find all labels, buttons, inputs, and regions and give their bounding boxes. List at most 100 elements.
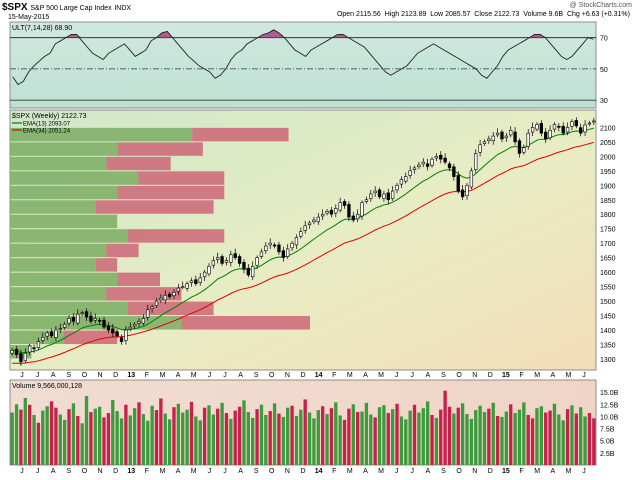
x-axis-label-bottom: N: [285, 468, 290, 475]
volume-bar: [84, 396, 89, 465]
candle-body: [334, 208, 338, 214]
volume-bar: [417, 412, 421, 465]
vbp-up-bar: [10, 200, 96, 214]
volume-bar: [172, 407, 176, 465]
candle-body: [495, 132, 500, 136]
candle-body: [176, 287, 181, 292]
candle-body: [500, 131, 504, 140]
volume-bar: [460, 403, 465, 465]
volume-bar: [150, 405, 154, 465]
volume-bar: [167, 419, 172, 465]
candle-body: [425, 163, 430, 167]
candle-body: [552, 124, 557, 130]
volume-bar: [583, 416, 587, 465]
volume-bar: [124, 404, 128, 465]
volume-bar: [251, 417, 255, 465]
volume-bar: [574, 413, 578, 465]
volume-bar: [561, 420, 565, 465]
candle-body: [583, 124, 587, 133]
x-axis-label-bottom: N: [98, 468, 103, 475]
ult-line: [12, 29, 594, 86]
volume-bar: [194, 416, 198, 465]
volume-bar: [312, 418, 316, 465]
candle-body: [469, 170, 474, 188]
volume-bar: [141, 414, 146, 465]
candle-body: [347, 204, 351, 218]
x-axis-label: O: [82, 372, 88, 379]
x-axis-label-bottom: D: [113, 468, 118, 475]
vbp-up-bar: [10, 127, 193, 142]
volume-bar: [220, 402, 224, 465]
x-axis-label: J: [20, 372, 24, 379]
high-value: 2123.89: [401, 11, 427, 18]
x-axis-label: M: [347, 372, 353, 379]
volume-bar: [587, 413, 592, 465]
candle-body: [106, 325, 111, 331]
price-tick-label: 1950: [600, 169, 616, 176]
x-axis-label-bottom: J: [208, 468, 212, 475]
volume-value: 9.6B: [548, 11, 564, 18]
x-axis-label: F: [519, 372, 523, 379]
x-axis-label: A: [426, 372, 431, 379]
volume-bar: [246, 412, 250, 465]
x-axis-label-bottom: O: [269, 468, 275, 475]
volume-bar: [89, 412, 93, 465]
candle-body: [487, 138, 491, 141]
volume-bar: [342, 419, 347, 465]
candle-body: [277, 244, 281, 253]
candle-body: [522, 147, 526, 153]
x-axis-label-bottom: F: [145, 468, 149, 475]
volume-bar: [373, 417, 377, 465]
high-label: High: [384, 11, 400, 18]
vbp-down-bar: [106, 156, 171, 171]
volume-bar: [63, 419, 67, 465]
ult-tick-label: 30: [600, 98, 608, 105]
candle-body: [312, 219, 316, 223]
x-axis-label: 14: [315, 372, 323, 379]
price-tick-label: 1750: [600, 227, 616, 234]
price-tick-label: 1500: [600, 299, 616, 306]
vbp-up-bar: [10, 185, 118, 200]
volume-bar: [592, 418, 596, 465]
candle-body: [268, 242, 272, 246]
candle-body: [216, 257, 220, 260]
candle-body: [356, 213, 360, 220]
candle-body: [544, 131, 548, 140]
volume-bar: [119, 418, 124, 465]
vbp-up-bar: [10, 316, 182, 330]
vbp-up-bar: [10, 214, 118, 229]
candle-body: [28, 345, 32, 353]
x-axis-label-bottom: M: [378, 468, 384, 475]
volume-bar: [517, 409, 522, 465]
ema-13-line: [12, 127, 594, 354]
candle-body: [548, 129, 552, 139]
vbp-up-bar: [10, 258, 96, 272]
vbp-up-bar: [10, 287, 107, 301]
volume-bar: [272, 403, 277, 465]
volume-bar: [255, 409, 259, 465]
chart-date: 15-May-2015: [8, 14, 50, 21]
volume-bar: [404, 419, 408, 465]
volume-bar: [97, 406, 102, 465]
volume-bar: [132, 408, 137, 465]
x-axis-label: N: [98, 372, 103, 379]
x-axis-label: D: [300, 372, 305, 379]
volume-bar: [54, 407, 58, 465]
candle-body: [539, 123, 543, 134]
x-axis-label-bottom: F: [332, 468, 336, 475]
candle-body: [89, 315, 93, 322]
candle-body: [592, 120, 596, 123]
candle-body: [198, 277, 202, 283]
volume-bar: [434, 417, 439, 465]
candle-body: [474, 153, 478, 170]
candle-body: [185, 283, 189, 289]
volume-bar: [369, 414, 373, 465]
x-axis-label: F: [145, 372, 149, 379]
volume-bar: [557, 414, 561, 465]
x-axis-label: N: [472, 372, 477, 379]
x-axis-label: A: [176, 372, 181, 379]
volume-bar: [202, 407, 207, 465]
candle-body: [504, 135, 509, 139]
candle-body: [399, 179, 404, 185]
ema-34-line: [12, 141, 594, 364]
